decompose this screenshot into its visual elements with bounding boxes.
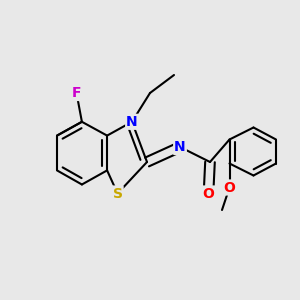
Text: N: N xyxy=(174,140,186,154)
Text: N: N xyxy=(126,115,138,129)
Text: S: S xyxy=(112,187,123,200)
Text: O: O xyxy=(224,181,236,194)
Text: O: O xyxy=(202,187,214,200)
Text: F: F xyxy=(72,86,81,100)
